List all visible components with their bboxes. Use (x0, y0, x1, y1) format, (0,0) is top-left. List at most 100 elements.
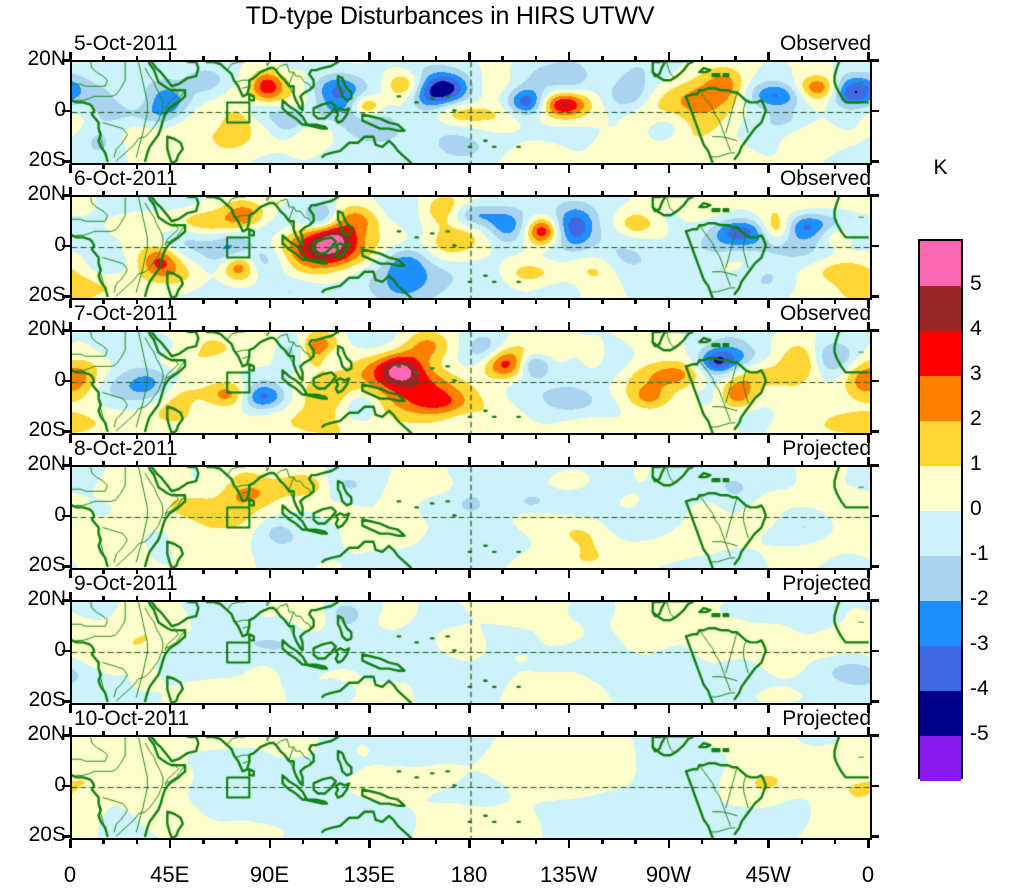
x-tick-mark (767, 839, 770, 848)
y-tick-mark (62, 244, 71, 247)
x-tick-mark (601, 569, 604, 574)
colorbar-band (920, 286, 961, 332)
x-tick-mark (235, 326, 238, 331)
x-tick-mark (767, 434, 770, 443)
y-tick-mark (870, 329, 879, 332)
x-tick-mark (401, 56, 404, 61)
x-tick-mark (734, 569, 737, 574)
x-tick-mark (534, 191, 537, 196)
x-tick-mark (301, 299, 305, 304)
x-tick-mark (667, 457, 670, 466)
x-tick-mark (667, 704, 670, 713)
x-tick-mark (69, 839, 72, 848)
y-tick-mark (870, 194, 879, 197)
x-tick-mark (567, 839, 571, 848)
x-tick-mark (335, 731, 338, 736)
x-tick-mark (767, 52, 770, 61)
y-tick-mark (62, 379, 71, 382)
x-tick-mark (102, 434, 105, 439)
x-tick-mark (567, 457, 571, 466)
x-tick-mark (567, 569, 571, 578)
x-tick-mark (468, 704, 471, 713)
y-tick-mark (62, 514, 71, 517)
x-tick-mark (667, 52, 670, 61)
y-tick-mark (870, 379, 879, 382)
x-tick-mark (434, 731, 438, 736)
x-tick-mark (534, 326, 537, 331)
x-tick-mark (135, 434, 138, 439)
x-tick-mark (368, 164, 371, 173)
x-tick-mark (800, 569, 803, 574)
x-tick-mark (202, 434, 205, 439)
x-tick-mark (434, 839, 438, 844)
x-tick-mark (800, 299, 803, 304)
x-tick-mark (434, 326, 438, 331)
x-tick-mark (634, 434, 637, 439)
colorbar-tick-label: -4 (970, 677, 989, 700)
x-tick-mark (401, 596, 404, 601)
x-tick-mark (601, 191, 604, 196)
y-tick-mark (62, 565, 71, 568)
x-tick-mark (833, 434, 837, 439)
x-tick-mark (202, 839, 205, 844)
x-tick-mark (833, 326, 837, 331)
x-tick-mark (301, 569, 305, 574)
x-tick-mark (335, 704, 338, 709)
x-tick-mark (268, 727, 271, 736)
x-tick-mark (800, 56, 803, 61)
x-tick-mark (867, 299, 870, 308)
x-tick-mark (135, 596, 138, 601)
x-tick-mark (235, 299, 238, 304)
x-tick-mark (734, 461, 737, 466)
x-tick-mark (335, 326, 338, 331)
x-tick-mark (401, 164, 404, 169)
x-tick-mark (335, 461, 338, 466)
x-tick-mark (534, 569, 537, 574)
x-tick-mark (634, 326, 637, 331)
x-tick-mark (667, 322, 670, 331)
x-tick-mark (301, 326, 305, 331)
y-tick-mark (62, 734, 71, 737)
y-tick-mark (62, 700, 71, 703)
x-tick-mark (202, 704, 205, 709)
x-tick-mark (335, 839, 338, 844)
x-axis-tick-label: 135W (540, 862, 598, 887)
x-tick-mark (235, 191, 238, 196)
x-tick-mark (168, 592, 172, 601)
x-tick-mark (734, 164, 737, 169)
x-tick-mark (567, 164, 571, 173)
x-tick-mark (567, 434, 571, 443)
map-panel (70, 600, 872, 705)
x-tick-mark (501, 326, 504, 331)
x-tick-mark (734, 704, 737, 709)
x-tick-mark (468, 569, 471, 578)
colorbar-tick-label: -2 (970, 587, 989, 610)
x-tick-mark (800, 731, 803, 736)
x-tick-mark (69, 592, 72, 601)
x-tick-mark (734, 839, 737, 844)
x-tick-mark (168, 434, 172, 443)
x-tick-mark (434, 434, 438, 439)
panel-status-label: Projected (782, 572, 871, 595)
x-tick-mark (69, 187, 72, 196)
x-tick-mark (202, 191, 205, 196)
x-tick-mark (135, 731, 138, 736)
y-tick-mark (870, 734, 879, 737)
colorbar-unit-label: K (933, 156, 948, 179)
x-tick-mark (235, 731, 238, 736)
x-tick-mark (867, 164, 870, 173)
y-axis-tick-label: 0 (54, 502, 66, 526)
y-tick-mark (870, 565, 879, 568)
x-tick-mark (501, 731, 504, 736)
x-tick-mark (69, 704, 72, 713)
x-tick-mark (601, 434, 604, 439)
x-tick-mark (767, 164, 770, 173)
x-tick-mark (767, 457, 770, 466)
colorbar-band (920, 691, 961, 737)
x-tick-mark (534, 839, 537, 844)
colorbar-band (920, 646, 961, 692)
y-axis-tick-label: 20S (28, 553, 66, 576)
x-tick-mark (634, 191, 637, 196)
x-tick-mark (534, 164, 537, 169)
x-tick-mark (102, 839, 105, 844)
